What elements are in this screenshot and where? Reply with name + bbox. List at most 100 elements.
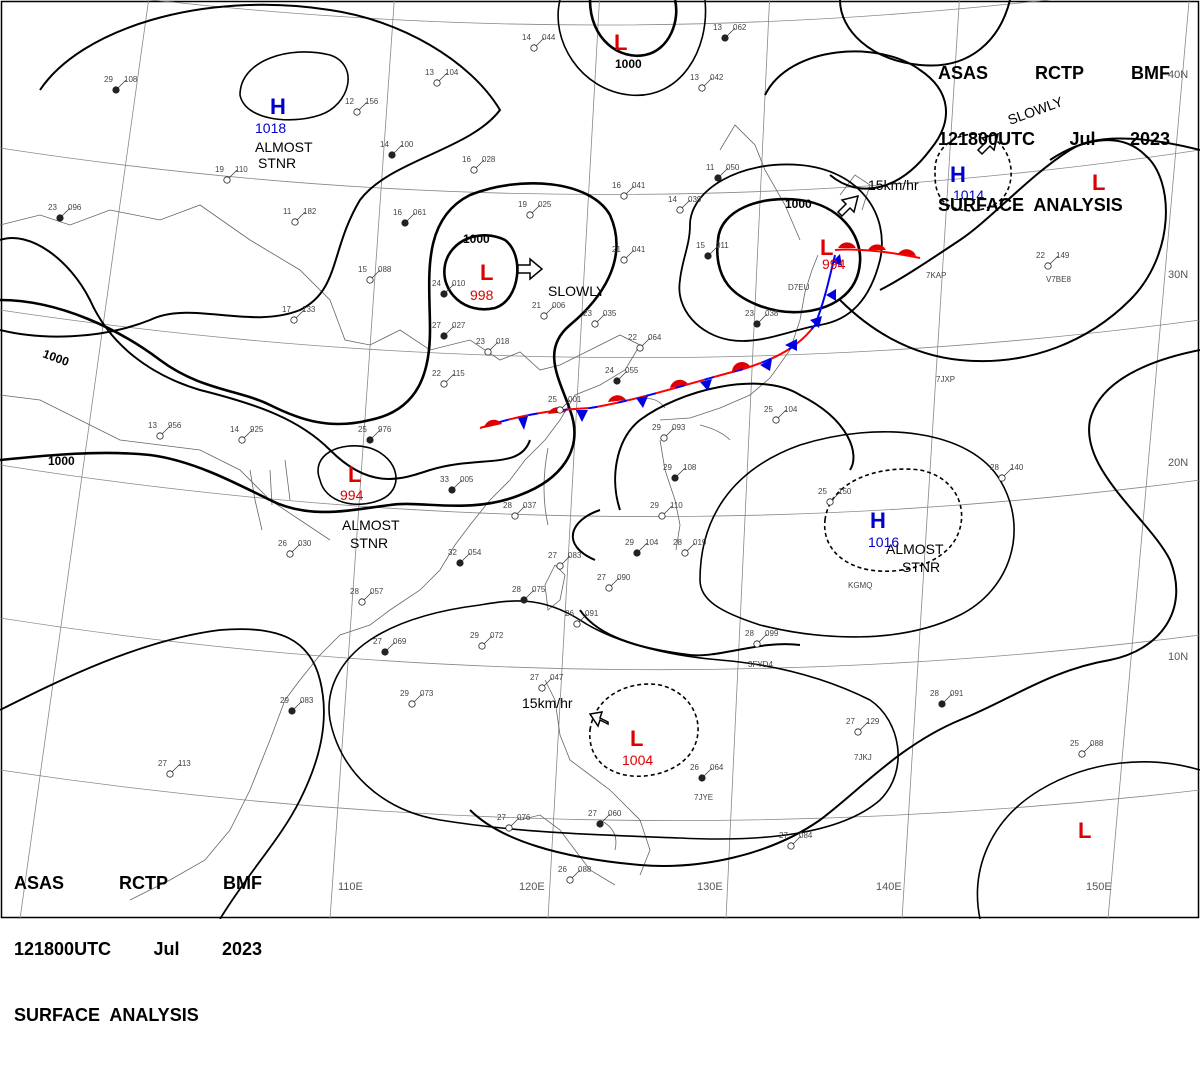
station-pressure: 041 bbox=[632, 181, 646, 190]
station-pressure: 018 bbox=[496, 337, 510, 346]
station-temperature: 23 bbox=[476, 337, 485, 346]
station-temperature: 25 bbox=[1070, 739, 1079, 748]
station-cloud-cover-icon bbox=[672, 475, 678, 481]
station-cloud-cover-icon bbox=[292, 219, 298, 225]
station-temperature: 29 bbox=[104, 75, 113, 84]
station-cloud-cover-icon bbox=[541, 313, 547, 319]
ship-id: D7EU bbox=[788, 283, 810, 292]
header-line-3: SURFACE ANALYSIS bbox=[14, 1004, 262, 1026]
station-cloud-cover-icon bbox=[705, 253, 711, 259]
station-temperature: 21 bbox=[532, 301, 541, 310]
station-temperature: 29 bbox=[400, 689, 409, 698]
station-pressure: 035 bbox=[603, 309, 617, 318]
station-cloud-cover-icon bbox=[389, 152, 395, 158]
station-cloud-cover-icon bbox=[634, 550, 640, 556]
low-symbol: L bbox=[630, 726, 643, 751]
station-temperature: 28 bbox=[745, 629, 754, 638]
station-cloud-cover-icon bbox=[367, 277, 373, 283]
station-cloud-cover-icon bbox=[754, 321, 760, 327]
station-pressure: 140 bbox=[1010, 463, 1024, 472]
isobar-value: 1000 bbox=[615, 57, 642, 71]
station-cloud-cover-icon bbox=[512, 513, 518, 519]
station-pressure: 025 bbox=[538, 200, 552, 209]
station-pressure: 037 bbox=[523, 501, 537, 510]
station-pressure: 011 bbox=[716, 241, 729, 250]
station-pressure: 042 bbox=[710, 73, 724, 82]
lat-label: 10N bbox=[1168, 651, 1188, 663]
station-temperature: 24 bbox=[432, 279, 441, 288]
station-temperature: 28 bbox=[512, 585, 521, 594]
station-cloud-cover-icon bbox=[722, 35, 728, 41]
station-temperature: 23 bbox=[745, 309, 754, 318]
station-cloud-cover-icon bbox=[539, 685, 545, 691]
station-cloud-cover-icon bbox=[479, 643, 485, 649]
station-cloud-cover-icon bbox=[621, 193, 627, 199]
station-cloud-cover-icon bbox=[239, 437, 245, 443]
bureau-code: BMF bbox=[1131, 62, 1170, 84]
station-temperature: 25 bbox=[818, 487, 827, 496]
station-temperature: 28 bbox=[503, 501, 512, 510]
center-code: ASAS bbox=[14, 872, 64, 894]
isobar-value: 1000 bbox=[48, 454, 75, 468]
station-pressure: 093 bbox=[672, 423, 686, 432]
station-pressure: 925 bbox=[250, 425, 264, 434]
station-cloud-cover-icon bbox=[567, 877, 573, 883]
station-temperature: 19 bbox=[518, 200, 527, 209]
station-pressure: 041 bbox=[632, 245, 646, 254]
station-temperature: 26 bbox=[690, 763, 699, 772]
bureau-code: BMF bbox=[223, 872, 262, 894]
station-pressure: 054 bbox=[468, 548, 482, 557]
station-cloud-cover-icon bbox=[506, 825, 512, 831]
header-line-2: 121800UTC Jul 2023 bbox=[14, 938, 262, 960]
station-pressure: 083 bbox=[568, 551, 582, 560]
station-pressure: 113 bbox=[178, 759, 191, 768]
station-pressure: 108 bbox=[683, 463, 697, 472]
station-cloud-cover-icon bbox=[157, 433, 163, 439]
station-pressure: 039 bbox=[688, 195, 702, 204]
station-cloud-cover-icon bbox=[441, 381, 447, 387]
station-pressure: 073 bbox=[420, 689, 434, 698]
station-cloud-cover-icon bbox=[773, 417, 779, 423]
station-temperature: 25 bbox=[764, 405, 773, 414]
station-temperature: 27 bbox=[497, 813, 506, 822]
station-cloud-cover-icon bbox=[754, 641, 760, 647]
station-cloud-cover-icon bbox=[637, 345, 643, 351]
station-pressure: 072 bbox=[490, 631, 504, 640]
station-pressure: 090 bbox=[617, 573, 631, 582]
system-status: ALMOST bbox=[342, 517, 400, 533]
station-cloud-cover-icon bbox=[521, 597, 527, 603]
station-pressure: 150 bbox=[838, 487, 852, 496]
station-cloud-cover-icon bbox=[1045, 263, 1051, 269]
station-cloud-cover-icon bbox=[621, 257, 627, 263]
station-temperature: 29 bbox=[625, 538, 634, 547]
station-pressure: 069 bbox=[393, 637, 407, 646]
station-cloud-cover-icon bbox=[113, 87, 119, 93]
lon-label: 110E bbox=[338, 881, 363, 893]
station-temperature: 29 bbox=[470, 631, 479, 640]
station-pressure: 956 bbox=[168, 421, 182, 430]
lat-label: 20N bbox=[1168, 457, 1188, 469]
station-pressure: 156 bbox=[365, 97, 379, 106]
ship-id: 3FYD4 bbox=[748, 660, 773, 669]
station-cloud-cover-icon bbox=[614, 378, 620, 384]
station-temperature: 27 bbox=[548, 551, 557, 560]
header-line-1: ASAS RCTP BMF bbox=[938, 62, 1170, 84]
system-status: ALMOST bbox=[886, 541, 944, 557]
station-temperature: 14 bbox=[522, 33, 531, 42]
station-pressure: 038 bbox=[765, 309, 779, 318]
system-status: ALMOST bbox=[255, 139, 313, 155]
low-symbol: L bbox=[480, 260, 493, 285]
station-pressure: 044 bbox=[542, 33, 556, 42]
station-cloud-cover-icon bbox=[354, 109, 360, 115]
valid-month: Jul bbox=[1070, 128, 1096, 150]
station-temperature: 25 bbox=[548, 395, 557, 404]
valid-year: 2023 bbox=[222, 938, 262, 960]
station-cloud-cover-icon bbox=[441, 333, 447, 339]
station-pressure: 027 bbox=[452, 321, 466, 330]
station-pressure: 099 bbox=[765, 629, 779, 638]
station-temperature: 21 bbox=[612, 245, 621, 254]
station-temperature: 16 bbox=[612, 181, 621, 190]
station-temperature: 15 bbox=[358, 265, 367, 274]
station-pressure: 976 bbox=[378, 425, 392, 434]
station-temperature: 25 bbox=[358, 425, 367, 434]
